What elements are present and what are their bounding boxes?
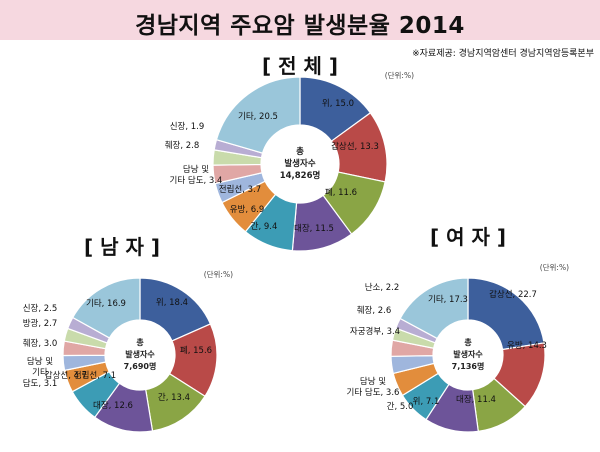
slice-label: 담낭 및 기타 담도, 3.6 bbox=[347, 376, 400, 398]
slice-label: 기타, 20.5 bbox=[238, 112, 278, 122]
slice-label: 간, 5.0 bbox=[387, 401, 414, 412]
center-text: 총 bbox=[464, 337, 472, 347]
chart-title: [ 전 체 ] bbox=[262, 54, 338, 78]
slice-label: 방광, 2.7 bbox=[23, 318, 58, 329]
slice-label: 위, 7.1 bbox=[413, 397, 440, 407]
slice-label: 갑상선, 13.3 bbox=[331, 141, 379, 152]
pie-slice bbox=[215, 76, 301, 154]
slice-label: 전립선, 3.7 bbox=[219, 184, 261, 195]
chart-title: [ 남 자 ] bbox=[84, 235, 160, 259]
slice-label: 갑상선, 4.7 bbox=[45, 370, 87, 381]
slice-label: 간, 9.4 bbox=[251, 221, 278, 232]
center-text: 7,136명 bbox=[452, 361, 485, 371]
page-title: 경남지역 주요암 발생분율 2014 bbox=[135, 13, 465, 39]
donut-center bbox=[106, 321, 174, 389]
slice-label: 유방, 6.9 bbox=[230, 204, 265, 215]
center-text: 발생자수 bbox=[453, 349, 483, 359]
slice-label: 췌장, 2.8 bbox=[165, 140, 200, 151]
slice-label: 신장, 2.5 bbox=[23, 303, 58, 314]
slice-label: 기타, 17.3 bbox=[428, 295, 468, 305]
slice-label: 폐, 11.6 bbox=[325, 187, 357, 198]
center-text: 총 bbox=[296, 146, 304, 157]
slice-label: 전립선, 7.1 bbox=[74, 370, 116, 381]
slice-label: 췌장, 3.0 bbox=[23, 338, 58, 349]
unit-note: (단위:%) bbox=[385, 70, 414, 80]
pie-slice bbox=[71, 277, 141, 339]
title-band bbox=[0, 0, 600, 40]
slice-label: 난소, 2.2 bbox=[365, 283, 400, 293]
unit-note: (단위:%) bbox=[204, 269, 233, 279]
pie-slice bbox=[399, 277, 469, 340]
slice-label: 대장, 11.5 bbox=[294, 223, 334, 234]
slice-label: 위, 18.4 bbox=[156, 298, 188, 308]
slice-label: 위, 15.0 bbox=[322, 99, 354, 109]
donut-center bbox=[434, 321, 502, 389]
center-text: 7,690명 bbox=[124, 361, 157, 371]
slice-label: 신장, 1.9 bbox=[170, 121, 205, 132]
slice-label: 기타, 16.9 bbox=[86, 299, 126, 309]
center-text: 총 bbox=[136, 337, 144, 347]
center-text: 발생자수 bbox=[125, 349, 155, 359]
slice-label: 갑상선, 22.7 bbox=[489, 289, 537, 300]
slice-label: 대장, 12.6 bbox=[93, 400, 133, 411]
slice-label: 폐, 15.6 bbox=[180, 345, 212, 356]
slice-label: 담낭 및 기타 담도, 3.4 bbox=[170, 164, 223, 186]
center-text: 발생자수 bbox=[284, 158, 315, 169]
chart-title: [ 여 자 ] bbox=[430, 225, 506, 249]
donut-center bbox=[262, 126, 338, 202]
center-text: 14,826명 bbox=[280, 170, 321, 181]
slice-label: 담낭 및 기타 담도, 3.1 bbox=[23, 356, 58, 389]
slice-label: 자궁경부, 3.4 bbox=[350, 326, 400, 337]
unit-note: (단위:%) bbox=[540, 262, 569, 272]
slice-label: 췌장, 2.6 bbox=[357, 305, 392, 316]
source-note: ※자료제공: 경남지역암센터 경남지역암등록본부 bbox=[412, 49, 594, 59]
slice-label: 유방, 14.3 bbox=[507, 340, 547, 351]
slice-label: 간, 13.4 bbox=[158, 392, 190, 403]
slice-label: 대장, 11.4 bbox=[456, 394, 496, 405]
